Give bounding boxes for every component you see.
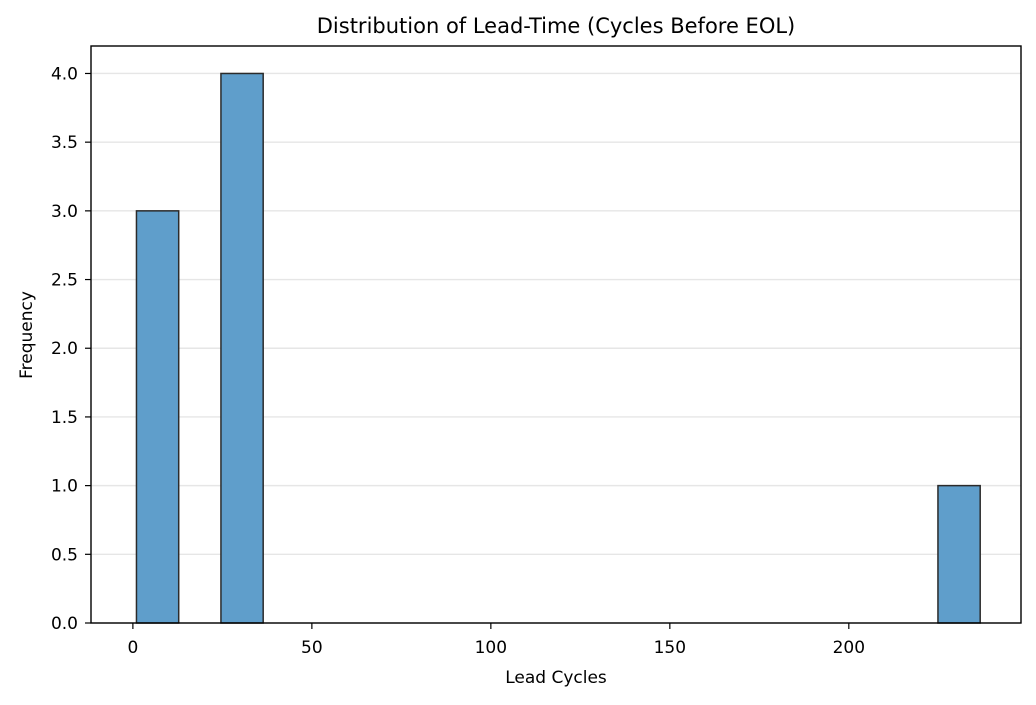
x-tick-label: 200 (833, 638, 865, 658)
x-axis-label: Lead Cycles (505, 668, 607, 688)
x-tick-label: 100 (475, 638, 507, 658)
y-tick-label: 1.5 (51, 408, 78, 428)
y-tick-label: 2.5 (51, 271, 78, 291)
x-tick-label: 0 (127, 638, 138, 658)
chart-title: Distribution of Lead-Time (Cycles Before… (317, 14, 796, 38)
x-axis-ticks: 0 50 100 150 200 (127, 623, 865, 658)
y-tick-label: 2.0 (51, 339, 78, 359)
y-tick-label: 3.5 (51, 133, 78, 153)
y-tick-label: 0.5 (51, 545, 78, 565)
x-tick-label: 150 (654, 638, 686, 658)
x-tick-label: 50 (301, 638, 323, 658)
y-tick-label: 3.0 (51, 202, 78, 222)
y-axis-label: Frequency (17, 291, 37, 379)
y-tick-label: 0.0 (51, 614, 78, 634)
y-tick-label: 1.0 (51, 477, 78, 497)
plot-area-frame (90, 45, 1022, 624)
histogram-bar (220, 72, 264, 624)
y-tick-label: 4.0 (51, 64, 78, 84)
histogram-bar (135, 210, 180, 624)
histogram-bar (937, 484, 981, 624)
y-axis-ticks: 0.0 0.5 1.0 1.5 2.0 2.5 3.0 3.5 4.0 (51, 64, 91, 634)
